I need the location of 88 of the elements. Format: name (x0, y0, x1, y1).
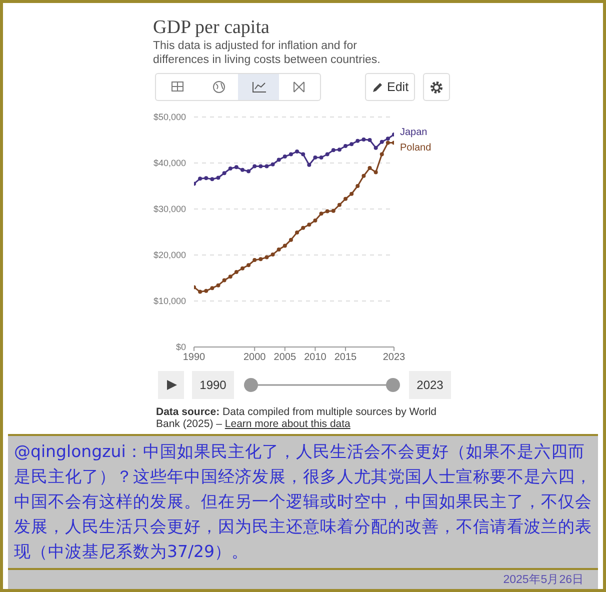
x-tick-label: 2023 (382, 352, 406, 364)
point (301, 226, 306, 230)
point (380, 140, 384, 144)
x-tick-label: 2010 (304, 352, 327, 364)
point (374, 170, 378, 174)
x-tick-label: 1990 (182, 352, 206, 364)
point (368, 166, 372, 170)
y-tick-label: $0 (176, 342, 186, 352)
point (264, 255, 269, 260)
point (228, 274, 232, 279)
point (246, 263, 251, 268)
point (246, 169, 251, 174)
point (386, 140, 390, 145)
point (252, 164, 257, 168)
point (258, 257, 263, 262)
point (258, 164, 263, 168)
point (252, 258, 257, 262)
point (307, 222, 312, 227)
point (198, 176, 202, 181)
point (331, 208, 336, 213)
x-tick-label: 2005 (274, 352, 296, 364)
point (240, 266, 244, 270)
point (288, 238, 293, 242)
point (337, 148, 342, 152)
point (276, 247, 281, 252)
point (295, 230, 300, 234)
point (325, 209, 330, 214)
point (386, 136, 390, 141)
point (222, 278, 226, 282)
point (374, 146, 378, 150)
point (210, 286, 214, 290)
point (234, 270, 238, 274)
line-series (194, 132, 394, 186)
point (307, 162, 312, 167)
point (282, 154, 287, 159)
line-series (194, 140, 394, 294)
point (288, 152, 293, 156)
point (331, 148, 336, 152)
text: 1990 (192, 371, 234, 399)
point (350, 192, 354, 196)
point (234, 165, 238, 170)
point (313, 218, 318, 222)
y-tick-label: $30,000 (153, 204, 186, 214)
point (222, 171, 226, 176)
text: 2023 (409, 371, 451, 399)
point (228, 166, 232, 171)
chart-title: GDP per capita (153, 17, 270, 39)
point (313, 155, 318, 160)
chart-subtitle: This data is adjusted for inflation and for differences in living costs between countries. (153, 39, 382, 67)
point (270, 252, 275, 257)
y-tick-label: $20,000 (153, 250, 186, 260)
point (380, 152, 384, 156)
point (282, 244, 287, 248)
point (295, 150, 300, 154)
point (337, 202, 342, 207)
point (362, 174, 366, 178)
point (356, 138, 360, 143)
y-tick-label: $10,000 (153, 296, 186, 306)
point (344, 196, 348, 201)
edit-button: Edit (365, 73, 415, 101)
point (240, 168, 244, 172)
point (350, 142, 354, 146)
point (368, 138, 372, 142)
point (344, 144, 348, 148)
point (356, 184, 360, 188)
y-tick-label: $40,000 (153, 158, 186, 168)
point (301, 152, 306, 156)
text: @qinglongzui：中国如果民主化了，人民生活会不会更好（如果不是六四而是民主化了）？这些年中国经济发展，很多人尤其党国人士宣称要不是六四，中国不会有这样的发展。但在另一个逻辑或时空中，中国如果民主了，不仅会发展，人民生活只会更好，因为民主还意味着分配的改善，不信请看波兰的表现（中波基尼系数为37/29）。 (8, 434, 598, 570)
point (204, 176, 208, 180)
x-tick-label: 2000 (243, 352, 266, 364)
point (319, 212, 324, 216)
source-note: Data source: Data compiled from multiple sources by World Bank (2025) – Learn more about this data (156, 406, 438, 430)
point (270, 162, 275, 166)
point (325, 152, 330, 156)
x-tick-label: 2015 (334, 352, 358, 364)
point (319, 155, 324, 160)
point (216, 283, 220, 288)
text: 2025年5月26日 (8, 570, 598, 590)
point (276, 158, 281, 162)
series-label: Poland (400, 142, 432, 154)
point (210, 177, 214, 182)
point (216, 176, 220, 180)
point (204, 288, 208, 293)
point (264, 164, 269, 168)
y-tick-label: $50,000 (153, 112, 186, 122)
point (362, 138, 366, 142)
series-label: Japan (400, 127, 428, 138)
point (198, 290, 202, 294)
